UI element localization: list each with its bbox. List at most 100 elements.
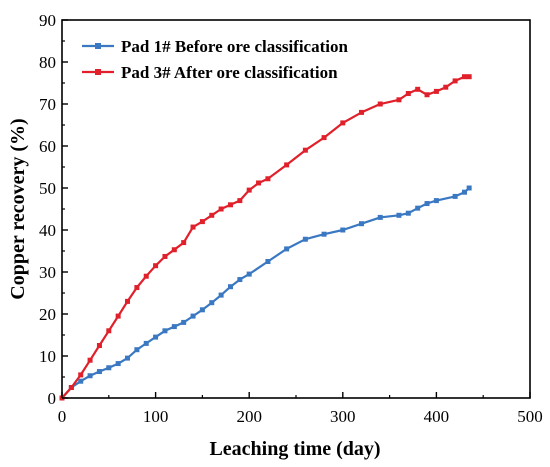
data-point: [461, 74, 467, 80]
data-point: [405, 91, 411, 96]
x-tick-label: 200: [236, 407, 262, 426]
data-point: [227, 202, 233, 208]
data-point: [87, 357, 93, 363]
data-point: [143, 340, 149, 346]
data-point: [246, 271, 252, 277]
data-point: [199, 219, 205, 225]
data-point: [466, 74, 472, 80]
data-point: [433, 198, 439, 204]
data-point: [209, 300, 215, 306]
data-point: [190, 313, 196, 319]
x-tick-label: 100: [143, 407, 169, 426]
series-line: [61, 187, 470, 399]
data-point: [284, 162, 290, 168]
data-point: [96, 343, 102, 348]
data-point: [443, 84, 449, 90]
data-point: [246, 187, 252, 193]
data-point: [181, 240, 187, 246]
data-point: [415, 205, 421, 211]
data-point: [106, 328, 112, 334]
data-point: [377, 101, 383, 107]
data-point: [377, 214, 383, 220]
data-point: [321, 135, 327, 141]
data-point: [106, 365, 112, 371]
data-point: [125, 298, 131, 304]
data-point: [153, 334, 159, 340]
legend-marker: [95, 69, 101, 75]
data-point: [265, 176, 271, 182]
data-point: [405, 210, 411, 216]
x-axis-title: Leaching time (day): [209, 438, 380, 460]
x-tick-label: 500: [517, 407, 543, 426]
y-tick-label: 30: [39, 263, 56, 282]
data-point: [452, 193, 458, 199]
data-point: [461, 189, 467, 195]
legend-label: Pad 3# After ore classification: [121, 63, 338, 82]
data-point: [265, 259, 271, 264]
data-point: [68, 385, 74, 390]
series-layer: [59, 74, 472, 401]
data-point: [162, 328, 168, 334]
data-point: [321, 231, 327, 237]
data-point: [237, 198, 243, 204]
y-tick-label: 0: [48, 389, 57, 408]
data-point: [424, 201, 430, 207]
data-point: [199, 307, 205, 313]
data-point: [256, 180, 262, 186]
x-tick-label: 300: [330, 407, 356, 426]
data-point: [78, 372, 84, 378]
data-point: [181, 319, 187, 325]
y-tick-label: 50: [39, 179, 56, 198]
y-tick-label: 20: [39, 305, 56, 324]
data-point: [125, 355, 131, 361]
data-point: [396, 212, 402, 218]
y-tick-label: 60: [39, 137, 56, 156]
x-tick-label: 400: [424, 407, 450, 426]
legend-label: Pad 1# Before ore classification: [121, 37, 348, 56]
data-point: [452, 78, 458, 84]
series-1: [59, 185, 472, 401]
y-tick-label: 10: [39, 347, 56, 366]
x-tick-label: 0: [58, 407, 67, 426]
y-tick-label: 80: [39, 53, 56, 72]
data-point: [227, 284, 233, 290]
data-point: [171, 324, 177, 330]
y-tick-label: 40: [39, 221, 56, 240]
legend: Pad 1# Before ore classification Pad 3# A…: [82, 37, 348, 82]
data-point: [424, 92, 430, 98]
data-point: [87, 373, 93, 379]
data-point: [466, 185, 472, 191]
data-point: [143, 273, 149, 279]
data-point: [134, 347, 140, 353]
data-point: [359, 109, 365, 115]
data-point: [359, 221, 365, 227]
data-point: [340, 120, 346, 126]
data-point: [115, 313, 121, 319]
data-point: [115, 361, 121, 367]
series-2: [59, 74, 472, 401]
data-point: [302, 147, 308, 153]
data-point: [302, 236, 308, 242]
series-line: [61, 75, 470, 399]
legend-item: Pad 1# Before ore classification: [82, 37, 348, 56]
data-point: [134, 285, 140, 291]
data-point: [190, 224, 196, 230]
data-point: [209, 212, 215, 218]
data-point: [171, 247, 177, 253]
data-point: [96, 369, 102, 375]
data-point: [218, 206, 224, 212]
data-point: [162, 253, 168, 259]
data-point: [153, 263, 159, 269]
y-tick-label: 70: [39, 95, 56, 114]
data-point: [284, 246, 290, 252]
y-axis-title: Copper recovery (%): [7, 118, 29, 299]
data-point: [433, 88, 439, 94]
legend-marker: [95, 43, 101, 49]
data-point: [78, 378, 84, 384]
y-tick-label: 90: [39, 11, 56, 30]
data-point: [396, 97, 402, 103]
ticks-layer: 0 100 200 300 400 500 0 10 20 30 40 50 60 70 80 90: [39, 11, 543, 426]
data-point: [415, 86, 421, 92]
data-point: [218, 292, 224, 298]
